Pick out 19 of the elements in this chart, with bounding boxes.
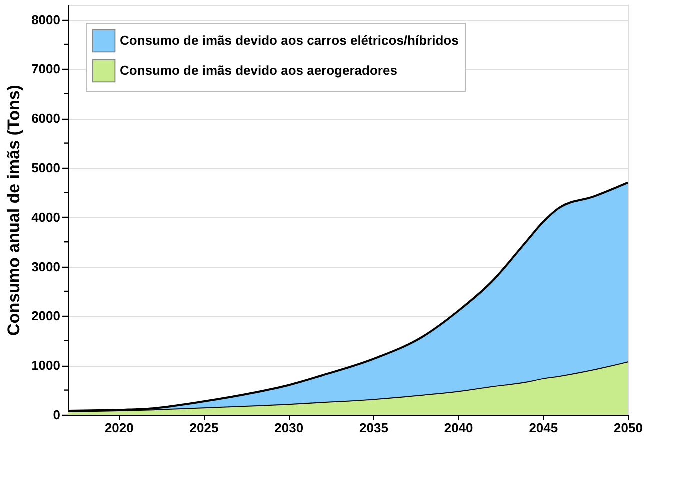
y-tick-label: 8000 (32, 12, 60, 28)
y-axis-title: Consumo anual de imãs (Tons) (4, 85, 24, 336)
y-tick-label: 6000 (32, 111, 60, 126)
x-tick-label: 2050 (614, 420, 643, 436)
y-tick-label: 7000 (32, 62, 60, 77)
x-tick-label: 2030 (274, 420, 304, 436)
y-tick-label: 1000 (32, 358, 60, 374)
legend-label: Consumo de imãs devido aos aerogeradores (120, 63, 398, 78)
x-tick-label: 2020 (104, 420, 134, 436)
legend-label: Consumo de imãs devido aos carros elétricos/híbridos (120, 33, 459, 48)
x-tick-label: 2045 (529, 420, 558, 436)
x-tick-label: 2035 (359, 420, 388, 436)
x-tick-label: 2040 (444, 420, 474, 436)
y-tick-label: 0 (53, 408, 60, 422)
y-tick-label: 5000 (32, 160, 60, 176)
y-tick-label: 3000 (32, 259, 60, 274)
y-tick-label: 4000 (32, 210, 60, 225)
x-tick-label: 2025 (190, 420, 219, 436)
y-tick-label: 2000 (32, 308, 60, 324)
